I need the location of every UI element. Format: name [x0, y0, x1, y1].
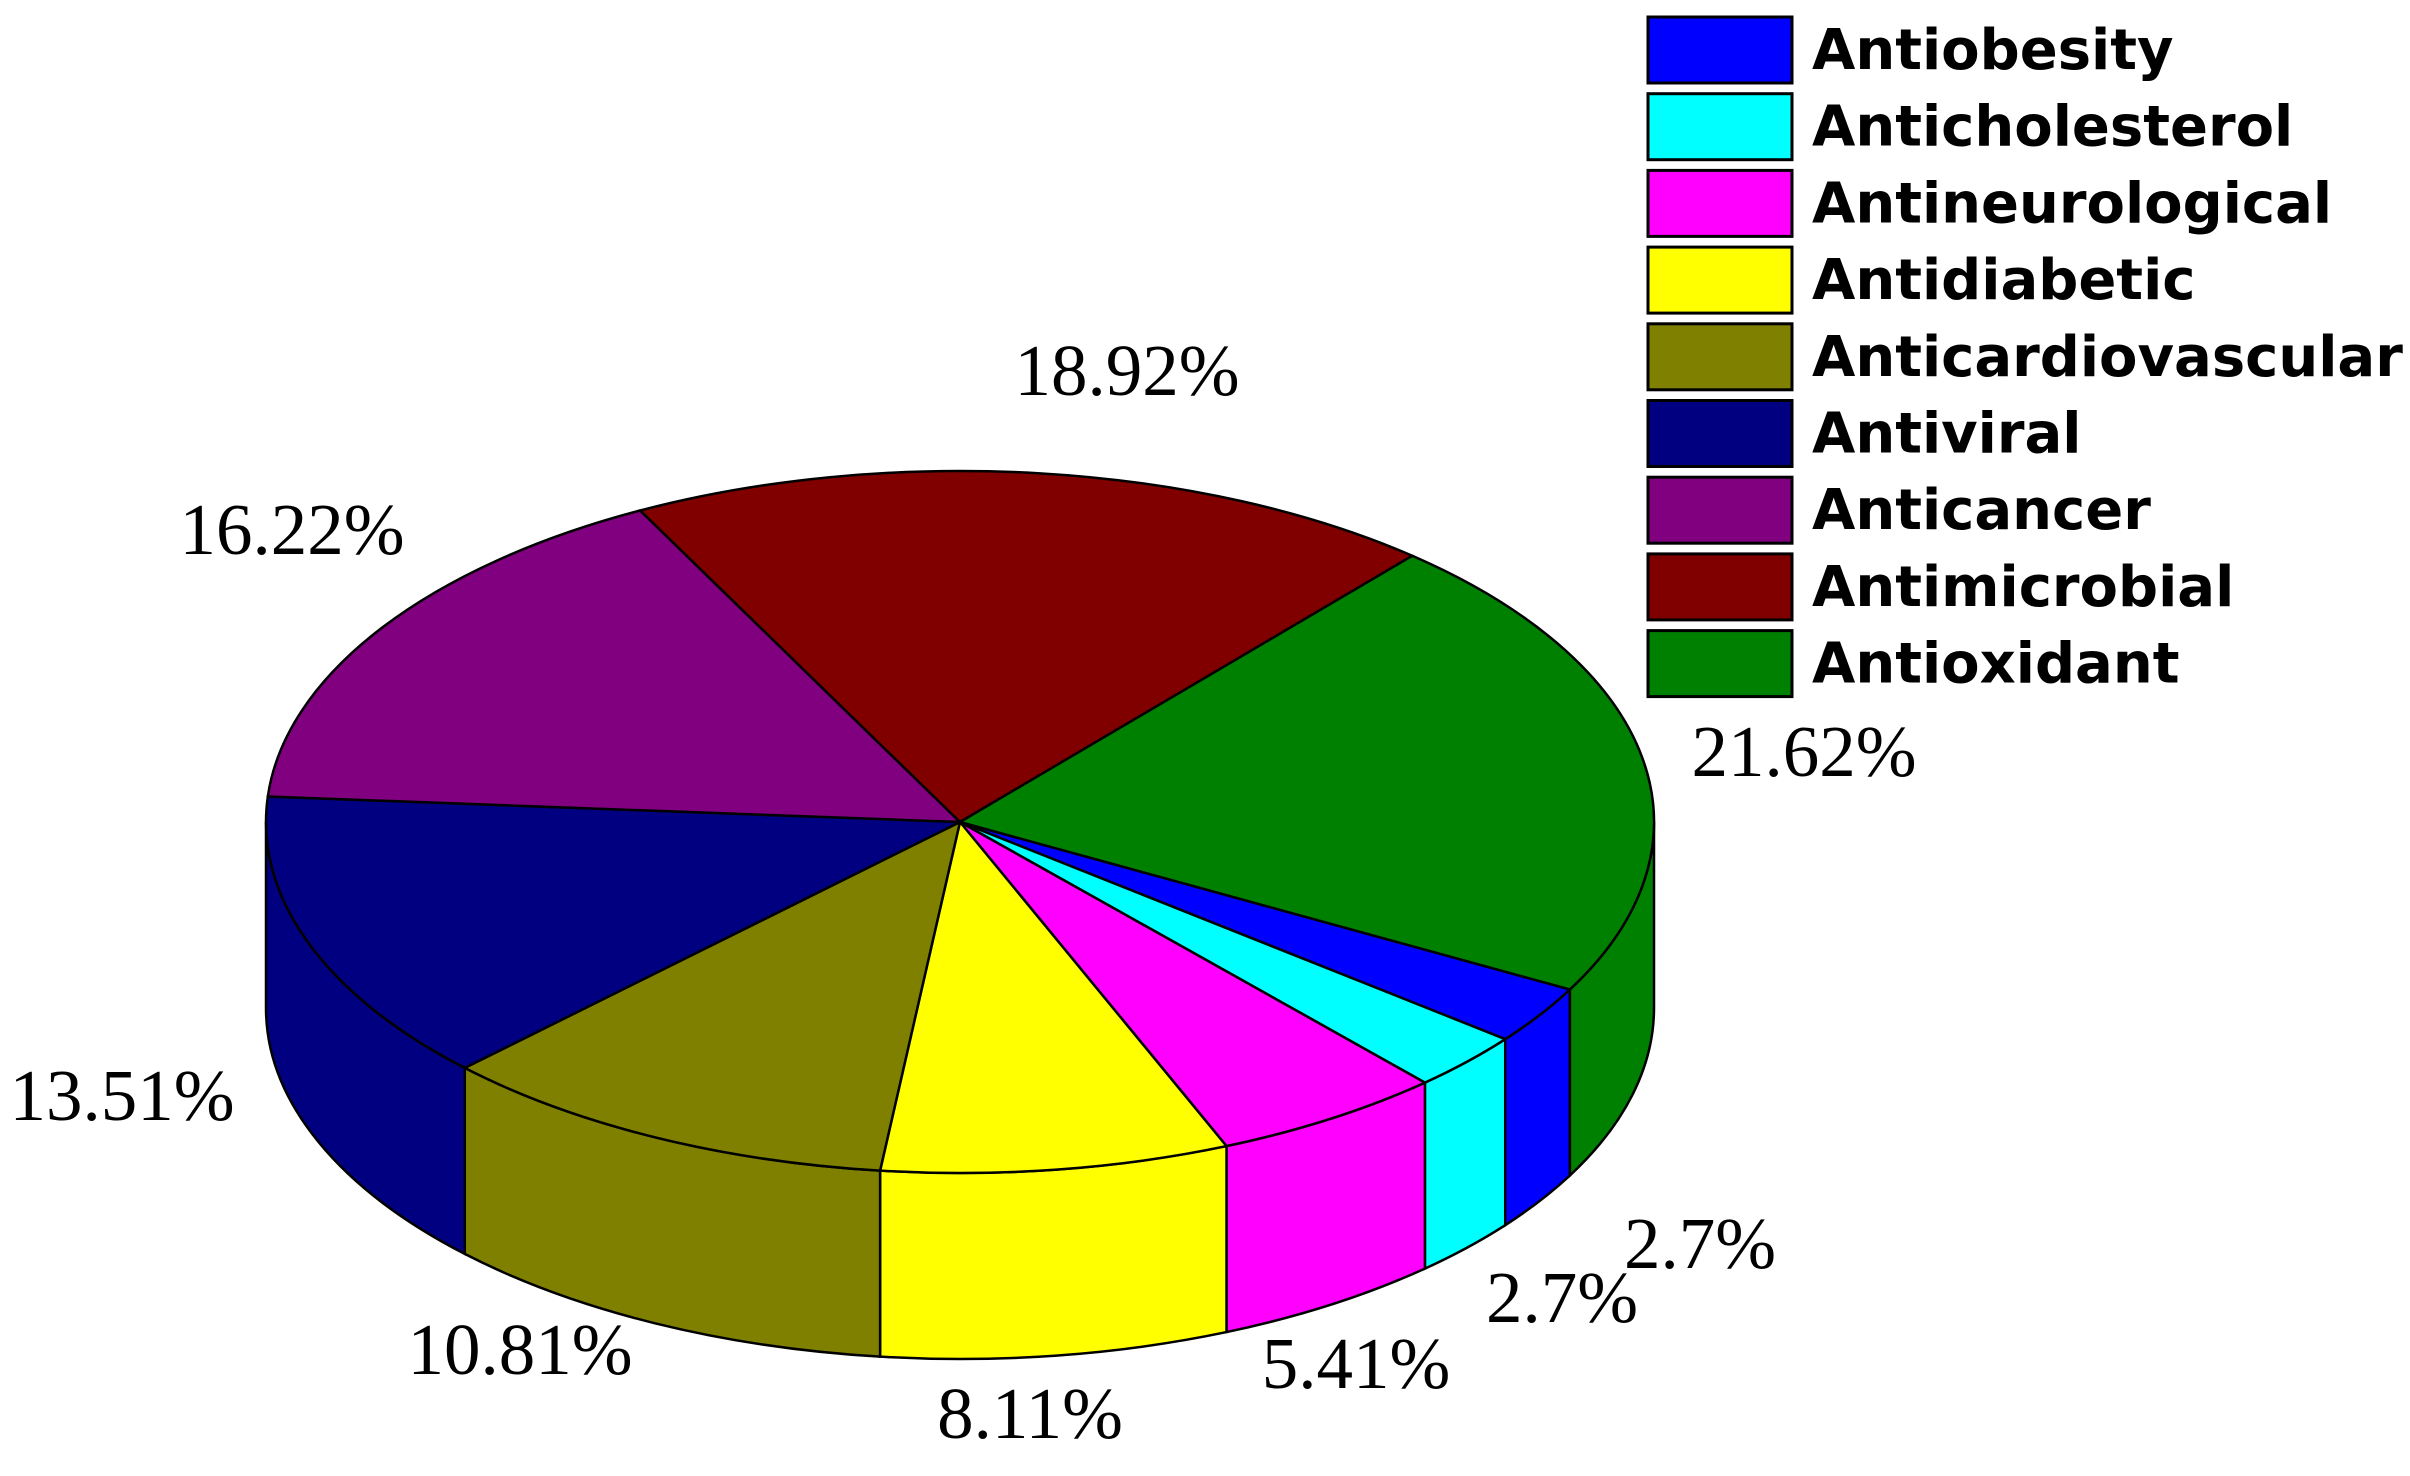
pie-top-face: [264, 469, 1656, 1175]
legend: Antiobesity Anticholesterol Antineurologic…: [1646, 15, 2403, 699]
legend-swatch-antidiabetic: [1646, 245, 1794, 315]
pie-label-antineurological: 5.41%: [1262, 1323, 1451, 1404]
legend-label-antiviral: Antiviral: [1812, 402, 2081, 467]
legend-swatch-anticancer: [1646, 475, 1794, 545]
pie-slice-antineurological: [959, 820, 1428, 1148]
pie-label-anticholesterol: 2.7%: [1486, 1257, 1638, 1338]
legend-label-antiobesity: Antiobesity: [1812, 18, 2174, 83]
pie-label-antimicrobial: 18.92%: [1014, 330, 1239, 411]
legend-swatch-antioxidant: [1646, 629, 1794, 699]
legend-label-anticardiovascular: Anticardiovascular: [1812, 325, 2403, 390]
legend-label-antioxidant: Antioxidant: [1812, 632, 2179, 697]
pie-slice-anticancer: [266, 509, 964, 824]
pie-side-antidiabetic: [878, 1144, 1228, 1361]
legend-label-anticancer: Anticancer: [1812, 478, 2151, 543]
legend-label-antidiabetic: Antidiabetic: [1812, 248, 2195, 313]
pie-slice-antimicrobial: [637, 469, 1416, 824]
pie-slice-antidiabetic: [878, 819, 1229, 1175]
legend-swatch-antiviral: [1646, 399, 1794, 468]
pie-label-anticancer: 16.22%: [179, 489, 404, 570]
pie-label-antidiabetic: 8.11%: [937, 1373, 1123, 1454]
legend-swatch-antineurological: [1646, 168, 1794, 238]
legend-swatch-anticardiovascular: [1646, 322, 1794, 392]
pie-percent-labels: 2.7%2.7% 5.41% 8.11% 10.81% 13.51% 16.22% 18.9…: [9, 330, 1916, 1454]
legend-label-antimicrobial: Antimicrobial: [1812, 555, 2234, 620]
legend-swatch-antimicrobial: [1646, 552, 1794, 622]
pie-label-antioxidant: 21.62%: [1691, 711, 1916, 792]
pie-label-anticardiovascular: 10.81%: [407, 1309, 632, 1390]
legend-label-anticholesterol: Anticholesterol: [1812, 95, 2293, 160]
legend-label-antineurological: Antineurological: [1812, 171, 2332, 236]
pie-slice-antioxidant: [956, 554, 1656, 991]
pie-label-antiviral: 13.51%: [9, 1055, 234, 1136]
legend-swatch-anticholesterol: [1646, 92, 1794, 162]
pie-slice-antiviral: [264, 795, 961, 1070]
legend-swatch-antiobesity: [1646, 15, 1794, 85]
pie-slice-anticardiovascular: [461, 819, 962, 1172]
pie-side-walls: [264, 821, 1656, 1361]
pie-label-antiobesity: 2.7%: [1624, 1203, 1776, 1284]
